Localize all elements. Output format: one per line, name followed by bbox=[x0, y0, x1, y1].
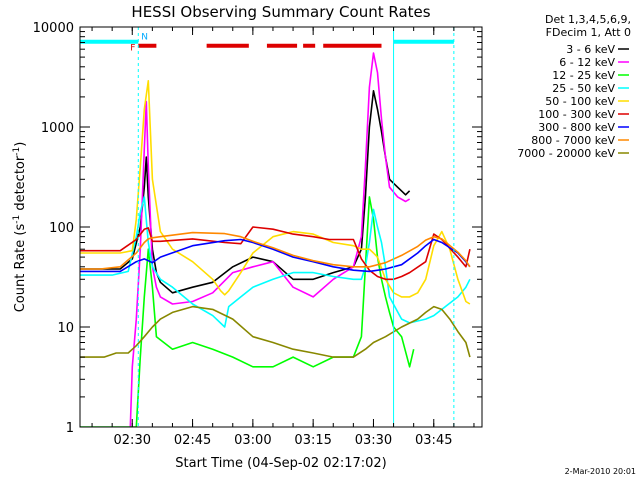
x-tick-label-4: 03:30 bbox=[355, 433, 392, 448]
x-tick-label-1: 02:45 bbox=[174, 433, 211, 448]
y-tick-label-2: 100 bbox=[49, 221, 74, 236]
y-axis-title-exp1: -1 bbox=[12, 215, 22, 224]
fast-rate-label: F bbox=[130, 44, 135, 54]
y-tick-label-0: 1 bbox=[66, 421, 74, 436]
y-tick-label-4: 10000 bbox=[33, 21, 74, 36]
legend-header-0: Det 1,3,4,5,6,9, bbox=[545, 13, 631, 26]
y-axis-title-end: ) bbox=[13, 142, 28, 147]
legend-label-4: 50 - 100 keV bbox=[545, 95, 615, 108]
series-line-2 bbox=[80, 196, 415, 427]
legend: Det 1,3,4,5,6,9,FDecim 1, Att 0 3 - 6 keV… bbox=[517, 13, 631, 160]
series-line-4 bbox=[80, 80, 471, 305]
legend-label-6: 300 - 800 keV bbox=[538, 121, 615, 134]
legend-label-8: 7000 - 20000 keV bbox=[517, 147, 615, 160]
y-axis-title-main: Count Rate (s bbox=[13, 224, 28, 313]
x-tick-label-3: 03:15 bbox=[294, 433, 331, 448]
night-label: N bbox=[141, 33, 148, 43]
series-layer bbox=[80, 52, 471, 427]
legend-label-3: 25 - 50 keV bbox=[552, 82, 615, 95]
x-tick-label-2: 03:00 bbox=[234, 433, 271, 448]
series-line-0 bbox=[80, 90, 411, 294]
y-tick-label-1: 10 bbox=[57, 321, 74, 336]
x-tick-label-5: 03:45 bbox=[415, 433, 452, 448]
series-line-1 bbox=[129, 52, 411, 427]
y-tick-label-3: 1000 bbox=[41, 121, 74, 136]
series-line-5 bbox=[80, 226, 471, 281]
y-axis-title-mid: detector bbox=[13, 155, 28, 215]
series-line-7 bbox=[80, 231, 471, 270]
legend-label-1: 6 - 12 keV bbox=[559, 56, 615, 69]
legend-label-0: 3 - 6 keV bbox=[566, 43, 615, 56]
legend-header-1: FDecim 1, Att 0 bbox=[546, 26, 631, 39]
legend-label-5: 100 - 300 keV bbox=[538, 108, 615, 121]
y-axis: 1 10 100 1000 10000 bbox=[33, 21, 482, 436]
chart-title: HESSI Observing Summary Count Rates bbox=[131, 3, 430, 21]
legend-label-7: 800 - 7000 keV bbox=[531, 134, 615, 147]
footer-timestamp: 2-Mar-2010 20:01 bbox=[565, 467, 636, 476]
legend-label-2: 12 - 25 keV bbox=[552, 69, 615, 82]
series-line-8 bbox=[80, 305, 471, 358]
x-axis-title: Start Time (04-Sep-02 02:17:02) bbox=[175, 456, 386, 471]
y-axis-title-exp2: -1 bbox=[12, 147, 22, 156]
series-line-6 bbox=[80, 238, 471, 273]
x-tick-label-0: 02:30 bbox=[114, 433, 151, 448]
y-axis-title: Count Rate (s-1 detector-1) bbox=[12, 142, 28, 313]
x-axis: 02:30 02:45 03:00 03:15 03:30 03:45 bbox=[91, 27, 475, 448]
